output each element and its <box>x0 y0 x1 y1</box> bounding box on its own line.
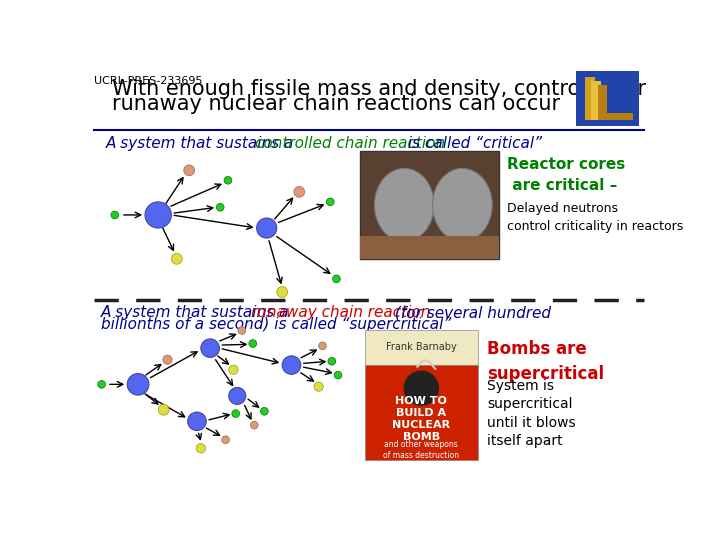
Text: is called “critical”: is called “critical” <box>402 136 541 151</box>
Circle shape <box>256 218 276 238</box>
Circle shape <box>201 339 220 357</box>
Circle shape <box>333 275 341 283</box>
Text: runaway nuclear chain reactions can occur: runaway nuclear chain reactions can occu… <box>112 94 560 114</box>
Bar <box>365 330 477 365</box>
Text: Frank Barnaby: Frank Barnaby <box>386 342 456 353</box>
Circle shape <box>145 202 171 228</box>
Circle shape <box>188 412 206 430</box>
Bar <box>585 77 595 120</box>
Circle shape <box>282 356 301 374</box>
Circle shape <box>224 177 232 184</box>
Bar <box>585 112 634 120</box>
Text: A system that sustains a: A system that sustains a <box>106 136 299 151</box>
Circle shape <box>222 436 230 444</box>
Text: runaway chain reaction: runaway chain reaction <box>251 305 430 320</box>
Circle shape <box>276 287 287 298</box>
Text: controlled chain reaction: controlled chain reaction <box>256 136 446 151</box>
Text: HOW TO
BUILD A
NUCLEAR
BOMB: HOW TO BUILD A NUCLEAR BOMB <box>392 396 451 442</box>
Circle shape <box>171 253 182 264</box>
Text: billionths of a second) is called “supercritical”: billionths of a second) is called “super… <box>101 316 451 332</box>
Circle shape <box>98 381 106 388</box>
Circle shape <box>314 382 323 392</box>
Text: Delayed neutrons
control criticality in reactors: Delayed neutrons control criticality in … <box>507 202 683 233</box>
Text: A system that sustains a: A system that sustains a <box>101 305 294 320</box>
Circle shape <box>261 408 269 415</box>
Circle shape <box>404 372 438 405</box>
Circle shape <box>229 365 238 374</box>
Text: (for several hundred: (for several hundred <box>390 305 551 320</box>
Circle shape <box>196 444 205 453</box>
Circle shape <box>328 357 336 365</box>
Bar <box>360 236 499 259</box>
Circle shape <box>238 327 246 334</box>
Text: UCRL-PRES-233695: UCRL-PRES-233695 <box>94 76 202 85</box>
Bar <box>576 71 639 126</box>
Circle shape <box>229 387 246 404</box>
Ellipse shape <box>433 168 492 241</box>
Text: With enough fissile mass and density, controlled or: With enough fissile mass and density, co… <box>112 79 646 99</box>
Text: Bombs are
supercritical: Bombs are supercritical <box>487 340 604 383</box>
Text: and other weapons
of mass destruction: and other weapons of mass destruction <box>383 440 459 460</box>
Circle shape <box>184 165 194 176</box>
Circle shape <box>111 211 119 219</box>
Bar <box>360 151 499 259</box>
Bar <box>598 85 607 120</box>
Circle shape <box>294 186 305 197</box>
Circle shape <box>319 342 326 350</box>
Circle shape <box>249 340 256 347</box>
Circle shape <box>127 374 149 395</box>
Circle shape <box>163 355 172 364</box>
Circle shape <box>158 404 169 415</box>
Text: Reactor cores
 are critical –: Reactor cores are critical – <box>507 157 625 193</box>
Ellipse shape <box>374 168 434 241</box>
Bar <box>591 81 600 120</box>
Text: System is
supercritical
until it blows
itself apart: System is supercritical until it blows i… <box>487 379 575 448</box>
Bar <box>591 112 634 120</box>
Circle shape <box>326 198 334 206</box>
Circle shape <box>251 421 258 429</box>
Circle shape <box>334 372 342 379</box>
Bar <box>598 112 634 120</box>
Circle shape <box>216 204 224 211</box>
Circle shape <box>232 410 240 417</box>
Bar <box>365 365 477 460</box>
